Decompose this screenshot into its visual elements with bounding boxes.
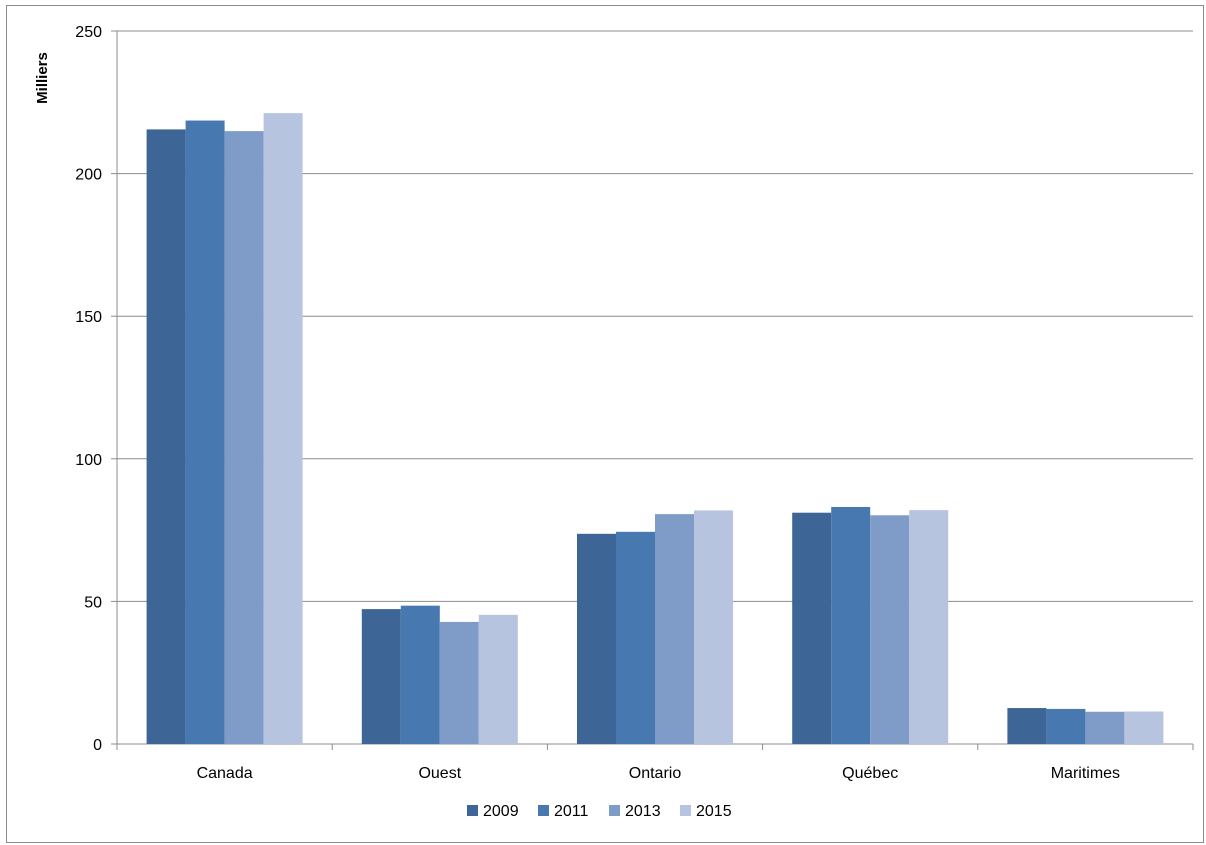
x-tick-label: Maritimes: [1051, 765, 1120, 782]
bar-maritimes-2015: [1124, 711, 1164, 744]
bar-ontario-2013: [655, 514, 694, 744]
bar-québec-2015: [909, 510, 949, 744]
y-tick-label: 50: [84, 594, 102, 611]
bar-ontario-2009: [577, 533, 616, 744]
chart-frame: 0 50 100 150 200 250 Canada Ouest Ontario Québec…: [6, 5, 1204, 843]
bar-ontario-2015: [694, 510, 733, 744]
bar-ouest-2011: [400, 605, 440, 744]
bar-chart: 0 50 100 150 200 250 Canada Ouest Ontario Québec…: [34, 24, 1194, 820]
x-tick-label: Québec: [842, 765, 898, 782]
bar-ontario-2011: [616, 531, 655, 744]
y-tick-label: 100: [75, 452, 102, 469]
y-tick-labels: 0 50 100 150 200 250: [75, 24, 102, 754]
x-tick-label: Canada: [197, 765, 253, 782]
bar-ouest-2013: [439, 621, 479, 744]
legend-label-2011: 2011: [554, 803, 589, 820]
legend-label-2015: 2015: [696, 803, 732, 820]
legend-swatch-2015: [680, 805, 691, 816]
bar-canada-2015: [263, 113, 303, 745]
bar-québec-2011: [831, 506, 871, 744]
legend-swatch-2009: [467, 805, 478, 816]
y-tick-label: 250: [75, 24, 102, 41]
bars: [146, 113, 1164, 745]
bar-canada-2011: [185, 120, 225, 745]
legend-swatch-2011: [538, 805, 549, 816]
legend-swatch-2013: [609, 805, 620, 816]
x-tick-label: Ouest: [418, 765, 461, 782]
bar-québec-2009: [792, 512, 832, 744]
y-axis-title: Milliers: [34, 52, 51, 104]
bar-maritimes-2013: [1085, 711, 1125, 744]
y-tick-label: 200: [75, 167, 102, 184]
bar-québec-2013: [870, 515, 910, 744]
bar-maritimes-2009: [1007, 708, 1047, 744]
x-tick-label: Ontario: [629, 765, 682, 782]
legend-label-2013: 2013: [625, 803, 661, 820]
legend: 2009 2011 2013 2015: [467, 803, 732, 820]
legend-label-2009: 2009: [483, 803, 519, 820]
bar-canada-2009: [146, 129, 186, 745]
bar-canada-2013: [224, 131, 264, 744]
bar-maritimes-2011: [1046, 708, 1086, 744]
bar-ouest-2009: [361, 609, 401, 744]
y-tick-label: 0: [93, 737, 102, 754]
x-tick-labels: Canada Ouest Ontario Québec Maritimes: [197, 765, 1120, 782]
bar-ouest-2015: [478, 614, 518, 744]
y-tick-label: 150: [75, 309, 102, 326]
